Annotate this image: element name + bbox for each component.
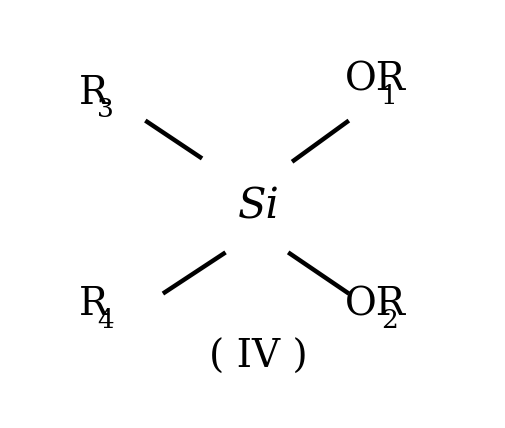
Text: OR: OR: [345, 62, 406, 99]
Text: ( IV ): ( IV ): [210, 339, 308, 376]
Text: R: R: [79, 75, 108, 112]
Text: Si: Si: [238, 185, 280, 227]
Text: R: R: [79, 286, 108, 323]
Text: 3: 3: [97, 97, 114, 122]
Text: 4: 4: [97, 308, 114, 333]
Text: OR: OR: [345, 286, 406, 323]
Text: 1: 1: [381, 84, 398, 109]
Text: 2: 2: [381, 308, 398, 333]
